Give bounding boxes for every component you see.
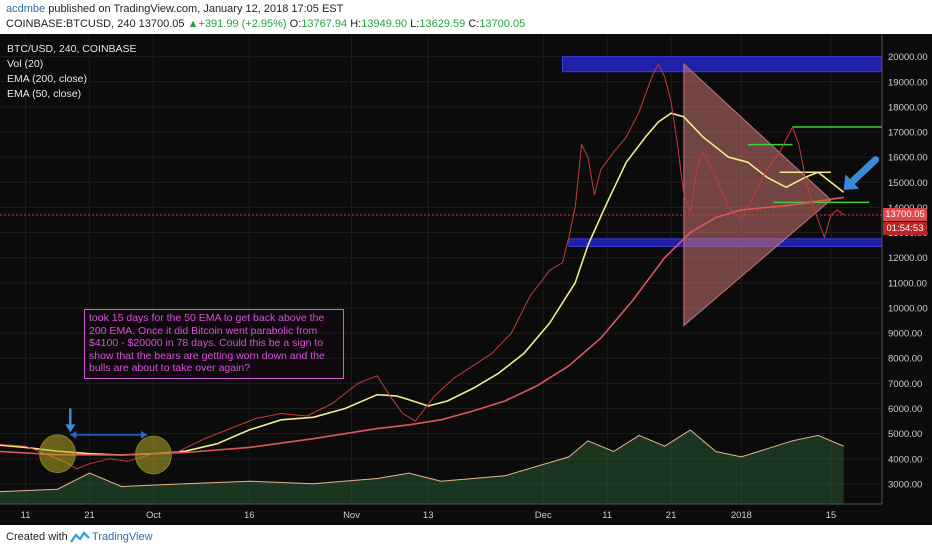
current-price-tag: 13700.05 <box>883 207 927 221</box>
legend-volume: Vol (20) <box>7 58 44 70</box>
y-tick-label-4: 16000.00 <box>888 153 928 164</box>
published-text: published on TradingView.com, January 12… <box>48 3 344 15</box>
footer: Created with TradingView <box>0 525 932 550</box>
marks-layer <box>39 156 880 475</box>
high-label: H: <box>350 18 362 30</box>
crossover-ellipse-left <box>39 434 76 474</box>
crossover-ellipse-right <box>134 435 172 475</box>
change-value: +391.99 (+2.95%) <box>198 18 287 30</box>
open-value: 13767.94 <box>301 18 348 30</box>
y-tick-label-16: 4000.00 <box>888 454 922 465</box>
range-arrow-right-head <box>141 430 147 439</box>
x-tick-label-5: 13 <box>423 510 434 521</box>
volume-layer <box>0 429 844 504</box>
y-tick-label-2: 18000.00 <box>888 102 928 113</box>
author-link[interactable]: acdmbe <box>6 3 46 15</box>
countdown-tag: 01:54:53 <box>883 221 927 235</box>
tradingview-logo-icon[interactable] <box>70 530 90 547</box>
x-tick-label-7: 11 <box>602 510 612 521</box>
triangle-layer <box>683 63 832 327</box>
y-tick-label-11: 9000.00 <box>888 329 922 340</box>
ohlc-row: COINBASE:BTCUSD, 240 13700.05 ▲+391.99 (… <box>6 18 525 30</box>
x-tick-label-0: 11 <box>21 510 31 521</box>
x-tick-label-6: Dec <box>535 510 552 521</box>
tradingview-brand-link[interactable]: TradingView <box>92 531 153 543</box>
x-tick-label-2: Oct <box>146 510 161 521</box>
annotation-text-box: took 15 days for the 50 EMA to get back … <box>84 309 344 379</box>
close-label: C: <box>468 18 480 30</box>
high-value: 13949.90 <box>361 18 408 30</box>
y-tick-label-10: 10000.00 <box>888 303 928 314</box>
chart-legend: BTC/USD, 240, COINBASE Vol (20) EMA (200… <box>7 42 137 102</box>
upper-resistance-zone <box>561 56 883 73</box>
y-tick-label-1: 19000.00 <box>888 77 928 88</box>
y-tick-label-17: 3000.00 <box>888 479 922 490</box>
low-label: L: <box>410 18 420 30</box>
y-tick-label-13: 7000.00 <box>888 379 922 390</box>
last-price: 13700.05 <box>138 18 185 30</box>
price-axis-bg <box>882 34 932 525</box>
price-chart[interactable]: 20000.00 19000.00 18000.00 17000.00 16000.00… <box>0 34 932 525</box>
x-tick-label-4: Nov <box>343 510 360 521</box>
legend-title: BTC/USD, 240, COINBASE <box>7 43 137 55</box>
x-tick-label-3: 16 <box>244 510 255 521</box>
chart-area[interactable]: 20000.00 19000.00 18000.00 17000.00 16000.00… <box>0 34 932 525</box>
x-tick-label-1: 21 <box>84 510 95 521</box>
created-with-label: Created with <box>6 531 68 543</box>
big-arrow-shaft <box>848 156 880 186</box>
header: acdmbe published on TradingView.com, Jan… <box>0 0 932 34</box>
y-tick-label-9: 11000.00 <box>888 278 927 289</box>
down-arrow-head <box>65 424 76 433</box>
volume-ma-line <box>0 429 844 493</box>
y-tick-label-0: 20000.00 <box>888 52 928 63</box>
legend-ema50: EMA (50, close) <box>7 88 82 100</box>
triangle-pattern <box>683 63 832 327</box>
y-tick-label-3: 17000.00 <box>888 128 928 139</box>
ema200-line <box>0 196 844 456</box>
h-lines-layer <box>0 126 882 216</box>
symbol-label: COINBASE:BTCUSD, 240 <box>6 18 136 30</box>
y-tick-label-15: 5000.00 <box>888 429 922 440</box>
ema50-line <box>0 112 845 456</box>
y-tick-label-12: 8000.00 <box>888 354 922 365</box>
volume-area <box>0 430 844 504</box>
open-label: O: <box>289 18 302 30</box>
x-tick-label-9: 2018 <box>731 510 752 521</box>
range-arrow-left-head <box>70 430 77 439</box>
y-tick-label-14: 6000.00 <box>888 404 922 415</box>
y-tick-label-8: 12000.00 <box>888 253 928 264</box>
y-tick-label-5: 15000.00 <box>888 178 928 189</box>
up-triangle-icon: ▲ <box>187 18 199 30</box>
axes-layer: 20000.00 19000.00 18000.00 17000.00 16000.00… <box>0 34 932 525</box>
big-arrow-head <box>843 174 860 190</box>
close-value: 13700.05 <box>479 18 526 30</box>
legend-ema200: EMA (200, close) <box>7 73 87 85</box>
grid <box>0 34 882 504</box>
series-layer <box>0 63 845 470</box>
publish-info: acdmbe published on TradingView.com, Jan… <box>6 3 343 15</box>
x-tick-label-10: 15 <box>826 510 837 521</box>
low-value: 13629.59 <box>419 18 466 30</box>
price-line <box>0 63 845 470</box>
x-tick-label-8: 21 <box>666 510 677 521</box>
